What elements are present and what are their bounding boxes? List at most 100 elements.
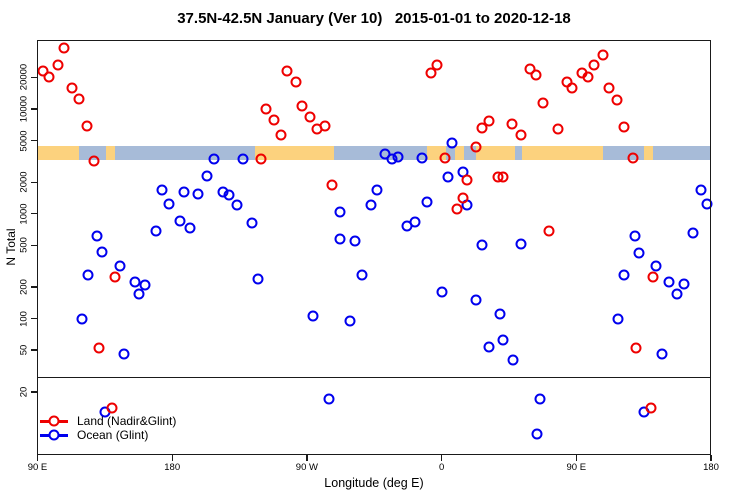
data-point-ocean	[618, 269, 630, 281]
map-band-segment-land	[522, 146, 604, 161]
data-point-land	[497, 171, 509, 183]
data-point-ocean	[531, 428, 543, 440]
data-point-ocean	[416, 152, 428, 164]
y-axis-tick-label: 2000	[18, 171, 30, 193]
data-point-ocean	[656, 348, 668, 360]
data-point-land	[268, 114, 280, 126]
data-point-ocean	[334, 206, 346, 218]
x-axis-tick	[575, 455, 577, 461]
y-axis-tick	[31, 391, 37, 393]
y-axis-tick-label: 10000	[18, 95, 30, 123]
data-point-land	[543, 225, 555, 237]
data-point-ocean	[671, 288, 683, 300]
plot-border-box	[37, 40, 711, 455]
data-point-land	[73, 93, 85, 105]
data-point-ocean	[178, 186, 190, 198]
map-band-segment-ocean	[79, 146, 106, 161]
x-axis-tick-label: 90 E	[566, 462, 587, 473]
data-point-ocean	[237, 153, 249, 165]
data-point-ocean	[612, 313, 624, 325]
data-point-land	[425, 67, 437, 79]
data-point-ocean	[446, 137, 458, 149]
data-point-ocean	[91, 230, 103, 242]
data-point-ocean	[349, 235, 361, 247]
x-axis-tick-label: 0	[438, 462, 445, 473]
data-point-land	[290, 76, 302, 88]
data-point-ocean	[334, 233, 346, 245]
data-point-ocean	[252, 273, 263, 285]
data-point-ocean	[150, 225, 162, 237]
data-point-ocean	[356, 269, 368, 281]
data-point-land	[603, 82, 615, 94]
data-point-land	[281, 65, 293, 77]
map-band-segment-ocean	[464, 146, 477, 161]
data-point-land	[566, 82, 578, 94]
data-point-ocean	[663, 276, 675, 288]
data-point-ocean	[323, 393, 335, 405]
data-point-ocean	[497, 334, 509, 346]
data-point-ocean	[139, 279, 151, 291]
data-point-ocean	[421, 196, 433, 208]
data-point-ocean	[483, 341, 495, 353]
data-point-land	[457, 192, 469, 203]
data-point-ocean	[174, 215, 186, 227]
data-point-land	[506, 118, 518, 130]
data-point-ocean	[695, 184, 707, 196]
data-point-ocean	[114, 260, 126, 272]
y-axis-tick-label: 50	[18, 344, 30, 356]
data-point-ocean	[476, 239, 488, 251]
data-point-ocean	[442, 171, 454, 183]
data-point-ocean	[344, 315, 356, 327]
legend-label-land: Land (Nadir&Glint)	[77, 414, 177, 428]
data-point-ocean	[76, 313, 88, 325]
y-axis-tick-label: 500	[18, 237, 30, 254]
data-point-land	[311, 123, 323, 135]
data-point-land	[537, 97, 549, 109]
data-point-ocean	[371, 184, 383, 196]
y-axis-tick-label: 5000	[18, 129, 30, 152]
data-point-land	[37, 65, 49, 77]
data-point-ocean	[470, 294, 482, 306]
data-point-land	[431, 59, 443, 71]
legend-item-ocean: Ocean (Glint)	[40, 428, 176, 442]
data-point-land	[552, 123, 564, 135]
data-point-land	[470, 141, 482, 153]
y-axis-tick-label: 1000	[18, 203, 30, 225]
data-point-land	[88, 155, 100, 167]
data-point-ocean	[365, 199, 377, 211]
data-point-ocean	[118, 348, 130, 360]
data-point-land	[611, 94, 623, 106]
y-axis-tick	[31, 286, 37, 288]
x-axis-tick	[306, 455, 308, 461]
data-point-ocean	[678, 278, 690, 290]
data-point-land	[52, 59, 64, 71]
data-point-land	[296, 100, 308, 112]
y-axis-tick	[31, 349, 37, 351]
data-point-land	[81, 120, 93, 132]
data-point-land	[618, 121, 630, 133]
data-point-ocean	[231, 199, 243, 211]
data-point-ocean	[192, 188, 204, 200]
legend-item-land: Land (Nadir&Glint)	[40, 414, 176, 428]
data-point-land	[597, 49, 609, 61]
data-point-ocean	[507, 354, 519, 366]
data-point-land	[530, 69, 542, 81]
data-point-land	[439, 152, 451, 164]
data-point-land	[461, 174, 473, 186]
x-axis-tick-label: 180	[703, 462, 719, 473]
y-axis-tick	[31, 108, 37, 110]
x-axis-tick	[440, 455, 443, 461]
data-point-land	[627, 152, 639, 164]
y-axis-tick	[31, 76, 37, 79]
data-point-land	[109, 271, 121, 283]
y-axis-tick	[31, 213, 37, 215]
data-point-ocean	[307, 310, 319, 322]
legend-label-ocean: Ocean (Glint)	[77, 428, 149, 442]
y-axis-tick	[31, 317, 37, 320]
data-point-ocean	[534, 393, 546, 405]
data-point-ocean	[246, 217, 258, 229]
data-point-ocean	[163, 198, 175, 210]
data-point-land	[275, 129, 287, 141]
data-point-ocean	[436, 286, 448, 298]
